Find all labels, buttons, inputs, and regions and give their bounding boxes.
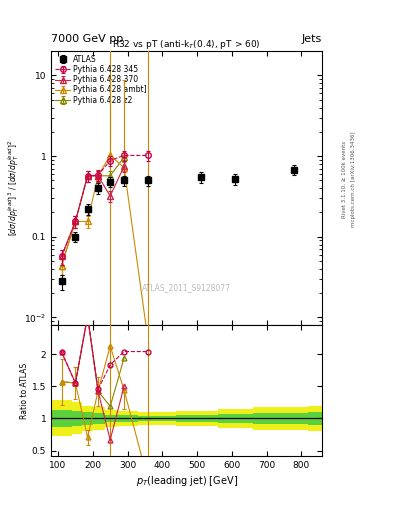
- X-axis label: $p_T$(leading jet) [GeV]: $p_T$(leading jet) [GeV]: [136, 474, 238, 488]
- Text: Rivet 3.1.10, ≥ 100k events: Rivet 3.1.10, ≥ 100k events: [342, 141, 346, 218]
- Title: R32 vs pT (anti-k$_T$(0.4), pT > 60): R32 vs pT (anti-k$_T$(0.4), pT > 60): [112, 38, 261, 51]
- Legend: ATLAS, Pythia 6.428 345, Pythia 6.428 370, Pythia 6.428 ambt], Pythia 6.428 z2: ATLAS, Pythia 6.428 345, Pythia 6.428 37…: [53, 53, 149, 106]
- Text: ATLAS_2011_S9128077: ATLAS_2011_S9128077: [142, 283, 231, 292]
- Text: 7000 GeV pp: 7000 GeV pp: [51, 33, 123, 44]
- Text: Jets: Jets: [302, 33, 322, 44]
- Y-axis label: $[d\sigma/dp_T^{lead}]^{3}$ / $[d\sigma/dp_T^{lead}]^{2}$: $[d\sigma/dp_T^{lead}]^{3}$ / $[d\sigma/…: [6, 140, 21, 236]
- Y-axis label: Ratio to ATLAS: Ratio to ATLAS: [20, 362, 29, 418]
- Text: mcplots.cern.ch [arXiv:1306.3436]: mcplots.cern.ch [arXiv:1306.3436]: [351, 132, 356, 227]
